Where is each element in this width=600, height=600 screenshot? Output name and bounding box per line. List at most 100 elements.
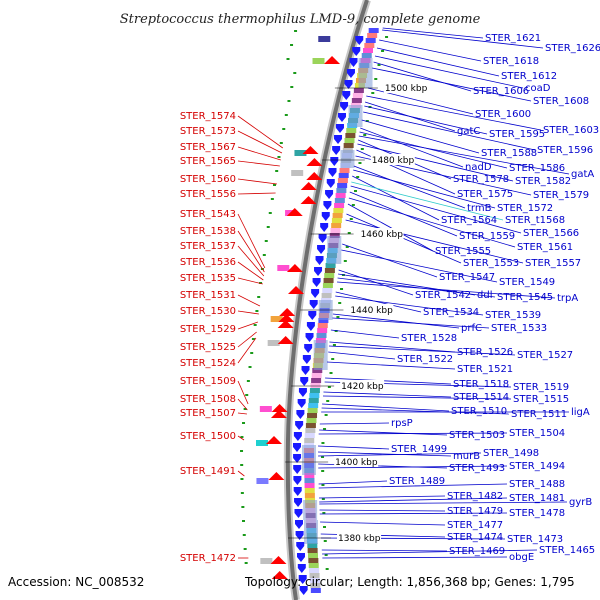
tick-dot bbox=[255, 310, 259, 312]
reverse-gene-arrow bbox=[299, 586, 308, 595]
tick-dot bbox=[240, 436, 244, 438]
tick-dot bbox=[363, 134, 367, 136]
reverse-strand-arrows bbox=[293, 36, 364, 595]
scale-label-bg bbox=[349, 304, 394, 315]
leader-line bbox=[374, 55, 524, 89]
gene-label-right: STER_1479 bbox=[447, 506, 503, 517]
reverse-gene-arrow bbox=[293, 432, 302, 441]
gene-label-left: STER_1556 bbox=[180, 189, 236, 200]
gene-label-right: ligA bbox=[571, 407, 590, 418]
tick-dot bbox=[321, 456, 325, 458]
leader-line bbox=[366, 95, 542, 131]
leader-line bbox=[319, 509, 446, 512]
reverse-gene-arrow bbox=[346, 69, 355, 78]
feature-block bbox=[256, 478, 269, 484]
feature-block bbox=[335, 193, 346, 198]
reverse-gene-arrow bbox=[332, 146, 341, 155]
gene-label-right: STER_1600 bbox=[475, 109, 531, 120]
forward-gene-arrow bbox=[277, 336, 294, 344]
leader-line bbox=[237, 310, 259, 315]
gene-label-right: rpsP bbox=[391, 418, 413, 429]
forward-gene-arrow bbox=[271, 404, 288, 412]
feature-block bbox=[317, 323, 328, 328]
leader-line bbox=[237, 261, 264, 281]
forward-gene-arrow bbox=[287, 286, 304, 294]
leader-line bbox=[237, 230, 265, 273]
tick-dot bbox=[356, 176, 360, 178]
reverse-gene-arrow bbox=[335, 124, 344, 133]
leader-line bbox=[319, 422, 390, 425]
feature-block bbox=[267, 340, 280, 346]
leader-line bbox=[335, 291, 422, 313]
reverse-gene-arrow bbox=[308, 311, 317, 320]
tick-dot bbox=[294, 30, 298, 32]
tick-dot bbox=[331, 358, 335, 360]
feature-block bbox=[334, 198, 345, 203]
gene-labels: STER_1574 STER_1573 STER_1567 STER_1565 STER… bbox=[180, 33, 600, 564]
feature-block bbox=[367, 33, 378, 38]
leader-line bbox=[237, 277, 263, 285]
gene-label-right: trmB bbox=[467, 203, 492, 214]
feature-block bbox=[339, 168, 350, 173]
forward-gene-arrow bbox=[286, 264, 303, 272]
tick-dot bbox=[385, 36, 389, 38]
gene-label-left: STER_1537 bbox=[180, 241, 236, 252]
tick-dot bbox=[268, 212, 272, 214]
gene-label-right: STER_1595 bbox=[489, 129, 545, 140]
reverse-gene-arrow bbox=[298, 575, 307, 584]
feature-block bbox=[352, 93, 363, 98]
forward-gene-arrow bbox=[279, 308, 296, 316]
reverse-gene-arrow bbox=[305, 333, 314, 342]
gene-label-left: STER_1500 bbox=[180, 431, 236, 442]
feature-block bbox=[307, 553, 318, 558]
tick-dot bbox=[347, 232, 351, 234]
feature-block bbox=[309, 568, 320, 573]
reverse-gene-arrow bbox=[342, 91, 351, 100]
feature-block bbox=[304, 493, 315, 498]
reverse-gene-arrow bbox=[293, 476, 302, 485]
forward-gene-arrow bbox=[306, 158, 323, 166]
gene-label-right: STER_1511 bbox=[511, 409, 567, 420]
leader-line bbox=[329, 341, 456, 353]
feature-block bbox=[303, 500, 318, 520]
feature-block bbox=[318, 36, 331, 42]
gene-label-right: STER_1481 bbox=[509, 493, 565, 504]
reverse-gene-arrow bbox=[349, 58, 358, 67]
reverse-gene-arrow bbox=[315, 256, 324, 265]
gene-label-right: gyrB bbox=[569, 497, 592, 508]
tick-dot bbox=[264, 240, 268, 242]
tick-dot bbox=[381, 50, 385, 52]
gene-label-right: STER_1549 bbox=[499, 277, 555, 288]
leader-line bbox=[332, 317, 490, 329]
gene-label-right: STER_1478 bbox=[509, 508, 565, 519]
genome-backbone bbox=[283, 0, 371, 600]
feature-block bbox=[318, 318, 329, 323]
feature-block bbox=[329, 233, 340, 238]
gene-label-right: STER_1469 bbox=[449, 546, 505, 557]
tick-dot bbox=[353, 190, 357, 192]
leader-line bbox=[318, 452, 482, 457]
tick-dot bbox=[245, 394, 249, 396]
reverse-gene-arrow bbox=[296, 553, 305, 562]
leader-line bbox=[337, 281, 556, 299]
scale-label-bg bbox=[383, 82, 428, 93]
leader-line bbox=[237, 160, 280, 167]
feature-block bbox=[306, 418, 317, 423]
gene-label-right: STER_1603 bbox=[543, 125, 599, 136]
leader-line bbox=[321, 549, 448, 552]
feature-block bbox=[309, 578, 320, 583]
gene-label-right: STER_1521 bbox=[457, 364, 513, 375]
gene-label-left: STER_1491 bbox=[180, 466, 236, 477]
feature-block bbox=[351, 98, 362, 103]
gene-label-right: STER_1527 bbox=[517, 350, 573, 361]
tick-dot bbox=[266, 226, 270, 228]
gene-label-left: STER_1507 bbox=[180, 408, 236, 419]
feature-block bbox=[333, 208, 344, 213]
tick-dot bbox=[272, 184, 276, 186]
leader-line bbox=[382, 29, 544, 49]
leader-line bbox=[364, 105, 488, 135]
feature-block bbox=[317, 328, 328, 333]
leader-line bbox=[353, 169, 496, 209]
feature-block bbox=[308, 558, 319, 563]
